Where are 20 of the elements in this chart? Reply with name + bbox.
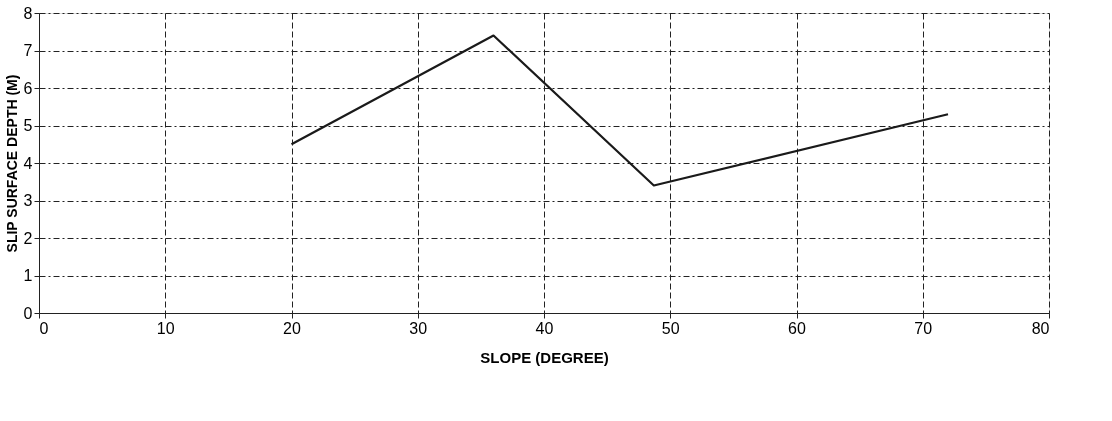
x-tick-label: 0 [39, 319, 49, 337]
x-tick-label: 70 [914, 319, 933, 337]
y-tick-label: 3 [23, 192, 33, 209]
y-axis-title: SLIP SURFACE DEPTH (M) [3, 74, 20, 253]
x-axis-title: SLOPE (DEGREE) [480, 348, 609, 366]
y-tick-label: 7 [23, 42, 33, 59]
x-tick-label: 10 [156, 319, 175, 337]
y-tick-label: 1 [23, 267, 33, 284]
y-tick-label: 5 [23, 117, 33, 134]
x-tick-label: 20 [283, 319, 301, 337]
x-tick-label: 50 [661, 319, 680, 337]
x-tick-label: 60 [788, 319, 806, 337]
y-tick-label: 2 [23, 229, 33, 247]
x-tick-label: 80 [1031, 319, 1050, 337]
y-tick-label: 4 [23, 154, 33, 172]
x-tick-label: 40 [535, 319, 554, 337]
y-tick-label: 0 [23, 304, 33, 322]
y-tick-label: 8 [23, 4, 33, 22]
y-tick-label: 6 [23, 79, 33, 97]
x-tick-label: 30 [409, 319, 428, 337]
